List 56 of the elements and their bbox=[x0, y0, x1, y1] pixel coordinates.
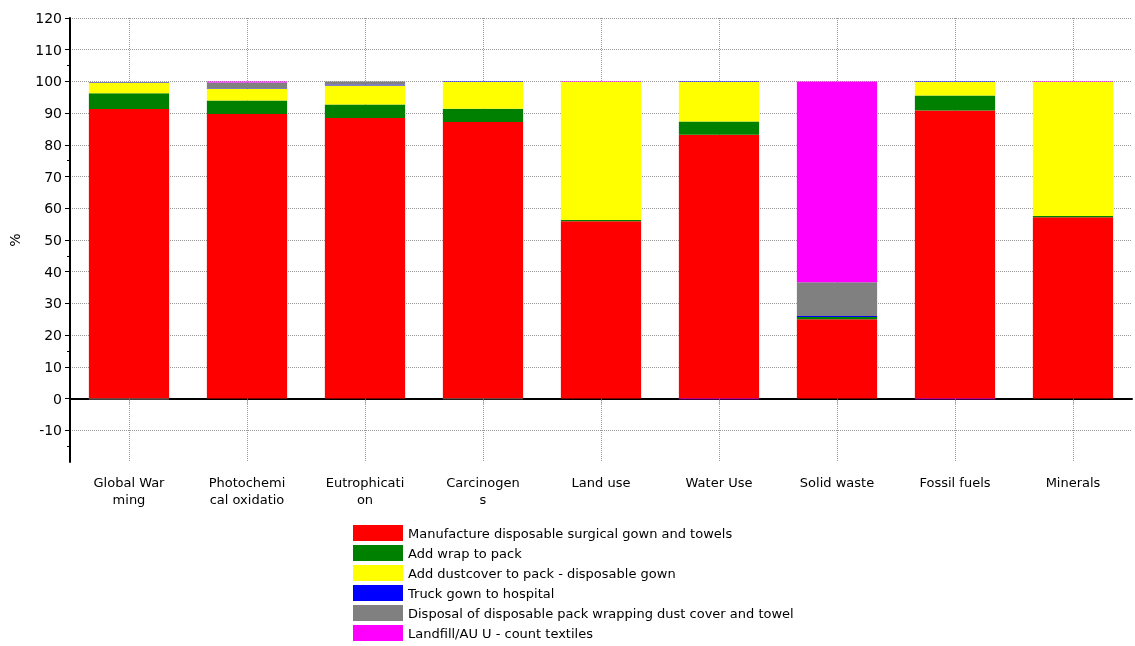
x-tick-label: Land use bbox=[571, 475, 631, 490]
x-tick-label: Photochemical oxidatio bbox=[208, 475, 286, 507]
x-tick-label: Carcinogens bbox=[446, 475, 520, 507]
x-tick-label: Water Use bbox=[685, 475, 753, 490]
bar bbox=[796, 81, 878, 283]
y-tick-label: 110 bbox=[35, 41, 62, 58]
bar bbox=[88, 82, 170, 94]
bar bbox=[678, 82, 760, 122]
x-tick-label: Eutrophication bbox=[325, 475, 405, 507]
bar bbox=[678, 121, 760, 135]
y-tick-label: 40 bbox=[44, 263, 62, 280]
bar bbox=[88, 93, 170, 110]
y-tick-label: 10 bbox=[44, 358, 62, 375]
bar bbox=[678, 134, 760, 399]
x-tick-label: Fossil fuels bbox=[919, 475, 991, 490]
bar bbox=[796, 282, 878, 317]
x-tick-label: Minerals bbox=[1045, 475, 1101, 490]
bar bbox=[206, 82, 288, 89]
y-tick-label: 20 bbox=[44, 327, 62, 344]
y-tick-label: 90 bbox=[44, 105, 62, 122]
bar bbox=[796, 319, 878, 399]
y-axis-title: % bbox=[7, 233, 23, 247]
bar bbox=[1032, 82, 1114, 216]
x-tick-label: Solid waste bbox=[799, 475, 875, 490]
bar bbox=[560, 221, 642, 399]
legend-label: Disposal of disposable pack wrapping dust cover and towel bbox=[408, 605, 794, 621]
y-tick-label: 50 bbox=[44, 232, 62, 248]
bar bbox=[442, 122, 524, 399]
bar bbox=[206, 89, 288, 101]
y-tick-label: 70 bbox=[44, 168, 62, 185]
bar bbox=[914, 95, 996, 111]
bar bbox=[442, 108, 524, 123]
y-tick-label: 30 bbox=[44, 295, 62, 312]
y-tick-label: 60 bbox=[44, 200, 62, 217]
legend-label: Landfill/AU U - count textiles bbox=[408, 625, 594, 641]
bar bbox=[914, 82, 996, 96]
legend-label: Truck gown to hospital bbox=[407, 585, 555, 601]
y-tick-label: 80 bbox=[44, 136, 62, 153]
bar bbox=[1032, 217, 1114, 399]
bar bbox=[560, 82, 642, 221]
legend-label: Add dustcover to pack - disposable gown bbox=[408, 565, 676, 581]
bar bbox=[914, 110, 996, 399]
bar bbox=[324, 117, 406, 399]
bar bbox=[324, 104, 406, 118]
y-tick-label: 120 bbox=[35, 10, 62, 26]
x-tick-label: Global Warming bbox=[93, 475, 166, 507]
legend-label: Manufacture disposable surgical gown and towels bbox=[408, 525, 733, 541]
y-tick-label: -10 bbox=[39, 422, 62, 439]
bar bbox=[442, 82, 524, 109]
bar bbox=[206, 114, 288, 399]
legend-label: Add wrap to pack bbox=[408, 545, 523, 561]
bar bbox=[206, 100, 288, 115]
y-tick-label: 100 bbox=[35, 73, 62, 90]
bar bbox=[324, 85, 406, 105]
bar bbox=[88, 109, 170, 399]
y-tick-label: 0 bbox=[53, 390, 62, 407]
